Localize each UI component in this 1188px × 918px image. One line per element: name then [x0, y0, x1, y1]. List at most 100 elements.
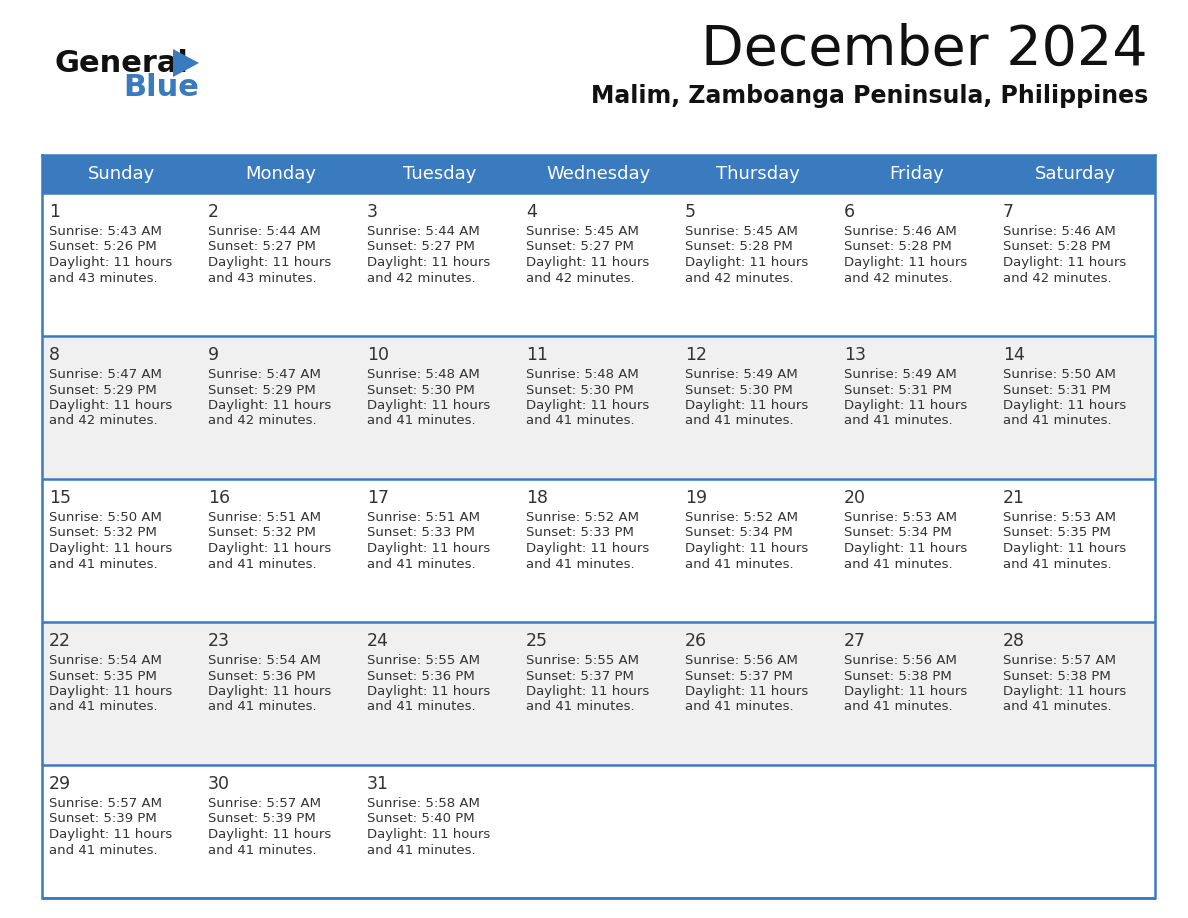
Bar	[42, 765, 1155, 898]
Text: Daylight: 11 hours: Daylight: 11 hours	[49, 256, 172, 269]
Text: Sunset: 5:36 PM: Sunset: 5:36 PM	[208, 669, 316, 682]
Text: 5: 5	[685, 203, 696, 221]
Text: Sunrise: 5:47 AM: Sunrise: 5:47 AM	[208, 368, 321, 381]
Text: 13: 13	[843, 346, 866, 364]
Text: Sunrise: 5:50 AM: Sunrise: 5:50 AM	[49, 511, 162, 524]
Text: Sunrise: 5:53 AM: Sunrise: 5:53 AM	[1003, 511, 1116, 524]
Text: Daylight: 11 hours: Daylight: 11 hours	[208, 828, 331, 841]
Text: Sunrise: 5:57 AM: Sunrise: 5:57 AM	[208, 797, 321, 810]
Text: Sunrise: 5:56 AM: Sunrise: 5:56 AM	[685, 654, 798, 667]
Text: Sunset: 5:30 PM: Sunset: 5:30 PM	[685, 384, 792, 397]
Text: Sunrise: 5:54 AM: Sunrise: 5:54 AM	[208, 654, 321, 667]
Text: 6: 6	[843, 203, 855, 221]
Text: Sunrise: 5:45 AM: Sunrise: 5:45 AM	[526, 225, 639, 238]
Text: and 41 minutes.: and 41 minutes.	[208, 844, 317, 856]
Text: Sunrise: 5:48 AM: Sunrise: 5:48 AM	[367, 368, 480, 381]
Text: Sunset: 5:27 PM: Sunset: 5:27 PM	[526, 241, 634, 253]
Text: Sunrise: 5:46 AM: Sunrise: 5:46 AM	[1003, 225, 1116, 238]
Text: Sunset: 5:32 PM: Sunset: 5:32 PM	[49, 527, 157, 540]
Text: Sunset: 5:35 PM: Sunset: 5:35 PM	[49, 669, 157, 682]
Text: 1: 1	[49, 203, 61, 221]
Text: 26: 26	[685, 632, 707, 650]
Text: Sunrise: 5:54 AM: Sunrise: 5:54 AM	[49, 654, 162, 667]
Bar	[42, 336, 1155, 479]
Text: Daylight: 11 hours: Daylight: 11 hours	[843, 256, 967, 269]
Text: 20: 20	[843, 489, 866, 507]
Text: and 41 minutes.: and 41 minutes.	[367, 415, 475, 428]
Text: 28: 28	[1003, 632, 1025, 650]
Text: and 41 minutes.: and 41 minutes.	[49, 844, 158, 856]
Text: Sunrise: 5:50 AM: Sunrise: 5:50 AM	[1003, 368, 1116, 381]
Text: Daylight: 11 hours: Daylight: 11 hours	[1003, 542, 1126, 555]
Text: and 41 minutes.: and 41 minutes.	[49, 557, 158, 570]
Text: Sunday: Sunday	[88, 165, 156, 183]
Text: Sunset: 5:38 PM: Sunset: 5:38 PM	[843, 669, 952, 682]
Text: 22: 22	[49, 632, 71, 650]
Bar	[42, 479, 1155, 622]
Text: Malim, Zamboanga Peninsula, Philippines: Malim, Zamboanga Peninsula, Philippines	[590, 84, 1148, 108]
Text: Sunrise: 5:47 AM: Sunrise: 5:47 AM	[49, 368, 162, 381]
Text: and 43 minutes.: and 43 minutes.	[208, 272, 317, 285]
Text: Tuesday: Tuesday	[403, 165, 476, 183]
Text: 23: 23	[208, 632, 230, 650]
Text: Daylight: 11 hours: Daylight: 11 hours	[208, 542, 331, 555]
Text: Sunset: 5:26 PM: Sunset: 5:26 PM	[49, 241, 157, 253]
Text: General: General	[55, 49, 189, 77]
Text: and 41 minutes.: and 41 minutes.	[685, 415, 794, 428]
Text: Sunrise: 5:48 AM: Sunrise: 5:48 AM	[526, 368, 639, 381]
Text: Sunrise: 5:57 AM: Sunrise: 5:57 AM	[49, 797, 162, 810]
Text: Daylight: 11 hours: Daylight: 11 hours	[685, 256, 808, 269]
Text: Sunset: 5:28 PM: Sunset: 5:28 PM	[685, 241, 792, 253]
Text: 30: 30	[208, 775, 230, 793]
Text: 14: 14	[1003, 346, 1025, 364]
Text: Daylight: 11 hours: Daylight: 11 hours	[208, 256, 331, 269]
Text: Daylight: 11 hours: Daylight: 11 hours	[367, 542, 491, 555]
Text: Sunset: 5:37 PM: Sunset: 5:37 PM	[526, 669, 634, 682]
Text: Sunset: 5:30 PM: Sunset: 5:30 PM	[367, 384, 475, 397]
Text: Sunrise: 5:45 AM: Sunrise: 5:45 AM	[685, 225, 798, 238]
Text: 3: 3	[367, 203, 378, 221]
Text: 19: 19	[685, 489, 707, 507]
Text: Daylight: 11 hours: Daylight: 11 hours	[1003, 256, 1126, 269]
Text: Daylight: 11 hours: Daylight: 11 hours	[367, 685, 491, 698]
Text: Daylight: 11 hours: Daylight: 11 hours	[685, 399, 808, 412]
Text: 25: 25	[526, 632, 548, 650]
Text: Sunrise: 5:57 AM: Sunrise: 5:57 AM	[1003, 654, 1116, 667]
Text: and 42 minutes.: and 42 minutes.	[367, 272, 475, 285]
Text: 31: 31	[367, 775, 388, 793]
Text: and 41 minutes.: and 41 minutes.	[1003, 557, 1112, 570]
Text: Daylight: 11 hours: Daylight: 11 hours	[526, 542, 650, 555]
Text: Sunset: 5:36 PM: Sunset: 5:36 PM	[367, 669, 475, 682]
Text: and 41 minutes.: and 41 minutes.	[1003, 415, 1112, 428]
Text: Blue: Blue	[124, 73, 198, 103]
Text: Sunset: 5:32 PM: Sunset: 5:32 PM	[208, 527, 316, 540]
Text: 9: 9	[208, 346, 219, 364]
Text: 12: 12	[685, 346, 707, 364]
Text: Sunrise: 5:55 AM: Sunrise: 5:55 AM	[367, 654, 480, 667]
Text: and 41 minutes.: and 41 minutes.	[367, 844, 475, 856]
Text: Friday: Friday	[889, 165, 944, 183]
Text: Sunset: 5:39 PM: Sunset: 5:39 PM	[49, 812, 157, 825]
Text: Sunrise: 5:44 AM: Sunrise: 5:44 AM	[367, 225, 480, 238]
Text: Sunset: 5:31 PM: Sunset: 5:31 PM	[1003, 384, 1111, 397]
Text: Wednesday: Wednesday	[546, 165, 651, 183]
Text: and 42 minutes.: and 42 minutes.	[1003, 272, 1112, 285]
Text: Daylight: 11 hours: Daylight: 11 hours	[49, 399, 172, 412]
Text: Sunset: 5:31 PM: Sunset: 5:31 PM	[843, 384, 952, 397]
Text: and 41 minutes.: and 41 minutes.	[367, 557, 475, 570]
Text: Sunset: 5:28 PM: Sunset: 5:28 PM	[843, 241, 952, 253]
Text: and 41 minutes.: and 41 minutes.	[526, 700, 634, 713]
Text: and 42 minutes.: and 42 minutes.	[685, 272, 794, 285]
Text: 21: 21	[1003, 489, 1025, 507]
Text: Sunset: 5:27 PM: Sunset: 5:27 PM	[208, 241, 316, 253]
Text: and 41 minutes.: and 41 minutes.	[526, 557, 634, 570]
Text: and 42 minutes.: and 42 minutes.	[49, 415, 158, 428]
Text: Sunrise: 5:49 AM: Sunrise: 5:49 AM	[685, 368, 798, 381]
Text: Daylight: 11 hours: Daylight: 11 hours	[49, 685, 172, 698]
Text: Daylight: 11 hours: Daylight: 11 hours	[685, 685, 808, 698]
Text: December 2024: December 2024	[701, 23, 1148, 77]
Text: Sunset: 5:33 PM: Sunset: 5:33 PM	[367, 527, 475, 540]
Text: Sunset: 5:38 PM: Sunset: 5:38 PM	[1003, 669, 1111, 682]
Text: and 41 minutes.: and 41 minutes.	[526, 415, 634, 428]
Text: and 41 minutes.: and 41 minutes.	[843, 557, 953, 570]
